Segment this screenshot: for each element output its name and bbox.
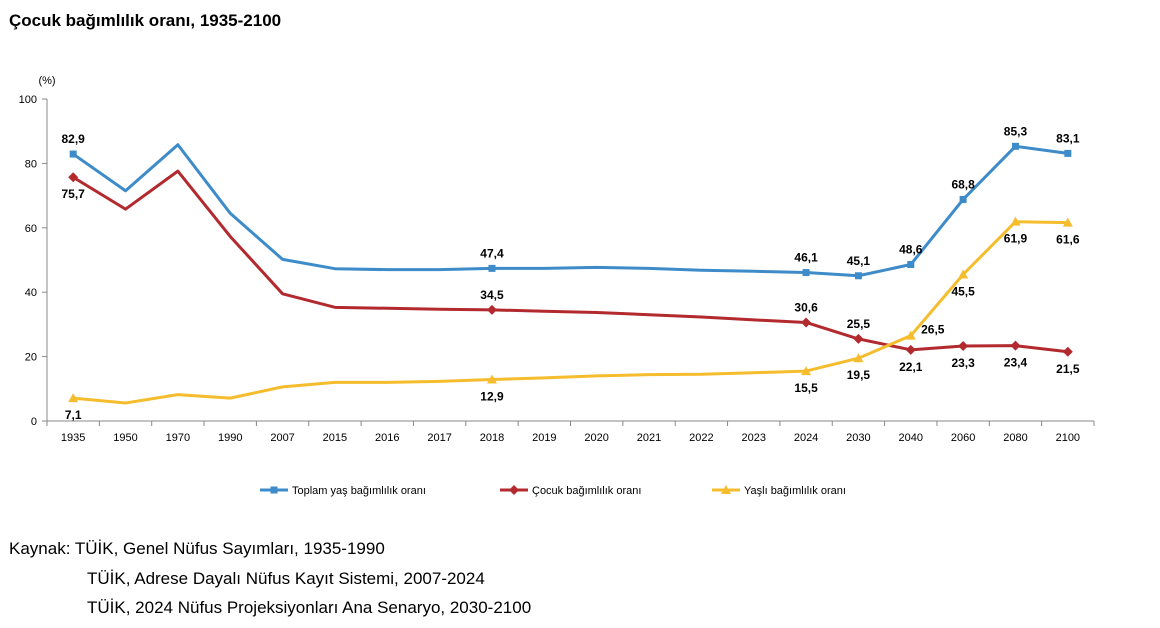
data-point-marker — [802, 269, 810, 277]
data-label: 48,6 — [899, 243, 923, 257]
data-point-marker — [958, 340, 969, 351]
x-tick-label: 2040 — [899, 432, 923, 444]
data-label: 68,8 — [951, 177, 975, 191]
data-label: 22,1 — [899, 360, 923, 374]
x-tick-label: 1935 — [61, 432, 85, 444]
data-label: 85,3 — [1004, 124, 1028, 138]
legend-marker — [509, 485, 519, 495]
x-tick-label: 2024 — [794, 432, 818, 444]
page-title: Çocuk bağımlılık oranı, 1935-2100 — [9, 11, 282, 30]
x-tick-label: 2060 — [951, 432, 975, 444]
data-point-marker — [486, 374, 497, 384]
y-tick-label: 80 — [25, 158, 37, 170]
chart-legend: Toplam yaş bağımlılık oranı Çocuk bağımlı… — [260, 485, 846, 497]
legend-label: Çocuk bağımlılık oranı — [532, 485, 641, 497]
x-tick-label: 2019 — [532, 432, 556, 444]
legend-marker — [270, 486, 278, 494]
series-line-3 — [73, 220, 1068, 405]
data-point-marker — [907, 261, 915, 269]
x-tick-label: 2030 — [846, 432, 870, 444]
data-point-marker — [959, 195, 967, 203]
x-tick-label: 2100 — [1056, 432, 1080, 444]
data-point-marker — [1010, 340, 1021, 351]
y-tick-label: 40 — [25, 287, 37, 299]
x-tick-label: 2016 — [375, 432, 399, 444]
data-label: 26,5 — [921, 323, 945, 337]
data-label: 45,5 — [951, 284, 975, 298]
data-label: 25,5 — [847, 317, 871, 331]
data-label: 75,7 — [61, 187, 85, 201]
source-text: Kaynak: TÜİK, Genel Nüfus Sayımları, 193… — [9, 539, 385, 559]
data-point-marker — [801, 366, 812, 376]
x-tick-label: 2020 — [584, 432, 608, 444]
y-tick-label: 20 — [25, 352, 37, 364]
y-tick-label: 60 — [25, 223, 37, 235]
x-tick-label: 1950 — [113, 432, 137, 444]
data-label: 7,1 — [65, 408, 82, 422]
y-tick-label: 100 — [19, 94, 37, 106]
data-point-marker — [1062, 217, 1073, 227]
series-line-1 — [72, 143, 1069, 278]
source-line-3: TÜİK, 2024 Nüfus Projeksiyonları Ana Sen… — [87, 598, 532, 617]
legend-marker — [721, 485, 731, 494]
data-point-marker — [68, 393, 79, 403]
x-tick-label: 2021 — [637, 432, 661, 444]
data-label: 23,3 — [951, 356, 975, 370]
series-line-2 — [72, 169, 1068, 354]
data-label: 19,5 — [847, 368, 871, 382]
data-label: 15,5 — [794, 381, 818, 395]
data-point-marker — [853, 353, 864, 363]
data-label: 47,4 — [480, 246, 504, 260]
x-tick-label: 2023 — [741, 432, 765, 444]
data-label: 30,6 — [794, 300, 818, 314]
data-point-marker — [1064, 149, 1072, 157]
data-point-marker — [905, 344, 916, 355]
data-point-marker — [1011, 142, 1019, 150]
x-tick-label: 1970 — [166, 432, 190, 444]
x-tick-label: 2022 — [689, 432, 713, 444]
data-label: 61,6 — [1056, 233, 1080, 247]
data-label: 34,5 — [480, 288, 504, 302]
x-tick-label: 2080 — [1003, 432, 1027, 444]
data-label: 23,4 — [1004, 356, 1028, 370]
data-point-marker — [486, 304, 497, 315]
data-point-marker — [801, 317, 812, 328]
data-point-marker — [854, 272, 862, 280]
data-point-marker — [69, 150, 77, 158]
x-tick-label: 2017 — [427, 432, 451, 444]
chart-series — [68, 142, 1073, 405]
legend-label: Toplam yaş bağımlılık oranı — [292, 485, 426, 497]
data-label: 46,1 — [794, 251, 818, 265]
x-tick-label: 2018 — [480, 432, 504, 444]
data-label: 83,1 — [1056, 131, 1080, 145]
data-point-marker — [905, 330, 916, 340]
source-line-2: TÜİK, Adrese Dayalı Nüfus Kayıt Sistemi,… — [87, 569, 485, 588]
chart-data-labels: 82,9 47,4 46,1 45,1 48,6 68,8 85,3 83,1 75,7 34,5… — [61, 124, 1079, 422]
data-label: 21,5 — [1056, 362, 1080, 376]
data-point-marker — [1062, 346, 1073, 357]
data-point-marker — [1010, 216, 1021, 226]
x-tick-label: 2007 — [270, 432, 294, 444]
data-point-marker — [853, 333, 864, 344]
x-tick-label: 1990 — [218, 432, 242, 444]
data-label: 61,9 — [1004, 232, 1028, 246]
y-tick-label: 0 — [31, 416, 37, 428]
data-point-marker — [958, 269, 969, 279]
data-label: 82,9 — [61, 132, 85, 146]
source-line-1: TÜİK, Genel Nüfus Sayımları, 1935-1990 — [74, 539, 385, 558]
legend-label: Yaşlı bağımlılık oranı — [744, 485, 846, 497]
y-axis-unit: (%) — [38, 75, 55, 87]
data-point-marker — [488, 264, 496, 272]
data-point-marker — [68, 172, 79, 183]
data-label: 45,1 — [847, 254, 871, 268]
x-tick-label: 2015 — [323, 432, 347, 444]
source-prefix: Kaynak: — [9, 539, 71, 558]
data-label: 12,9 — [480, 389, 504, 403]
